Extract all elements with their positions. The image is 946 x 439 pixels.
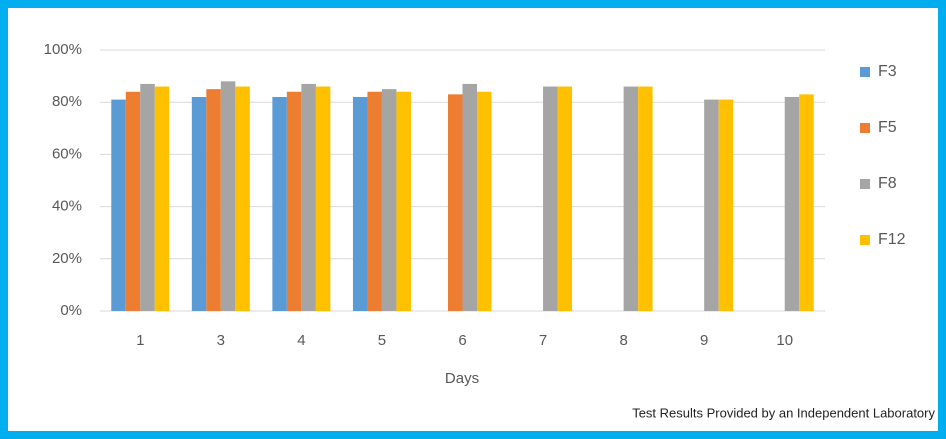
- x-axis-label: Days: [445, 370, 479, 387]
- bar: [206, 89, 221, 312]
- bar: [543, 86, 558, 311]
- x-tick-label: 9: [700, 332, 708, 349]
- x-tick-label: 7: [539, 332, 547, 349]
- x-tick-label: 3: [217, 332, 225, 349]
- x-tick-label: 1: [136, 332, 144, 349]
- legend-label: F8: [878, 175, 897, 192]
- legend-swatch: [860, 179, 870, 189]
- y-tick-label: 100%: [44, 41, 82, 58]
- bar: [191, 96, 207, 311]
- bar: [396, 91, 411, 311]
- bar: [111, 99, 126, 311]
- x-tick-label: 6: [458, 332, 466, 349]
- bar: [448, 94, 463, 312]
- bar: [638, 86, 653, 311]
- bar: [381, 89, 397, 312]
- bar: [301, 83, 316, 312]
- y-tick-label: 20%: [52, 250, 82, 267]
- y-tick-label: 80%: [52, 93, 82, 110]
- bar: [623, 86, 639, 311]
- bar: [272, 96, 287, 311]
- x-tick-label: 8: [619, 332, 627, 349]
- bar: [477, 91, 492, 311]
- legend-label: F5: [878, 119, 897, 136]
- legend-swatch: [860, 123, 870, 133]
- x-tick-label: 10: [776, 332, 793, 349]
- bar: [784, 96, 800, 311]
- x-tick-label: 5: [378, 332, 386, 349]
- bar: [315, 86, 331, 311]
- bar: [220, 81, 236, 311]
- bar: [235, 86, 250, 311]
- legend-swatch: [860, 67, 870, 77]
- bar: [125, 91, 141, 311]
- legend-swatch: [860, 235, 870, 245]
- bar: [140, 83, 155, 312]
- bar: [799, 94, 814, 312]
- annotation: Test Results Provided by an Independent …: [632, 405, 935, 420]
- y-tick-label: 40%: [52, 198, 82, 215]
- legend-label: F12: [878, 231, 906, 248]
- bar: [557, 86, 573, 311]
- legend-label: F3: [878, 63, 897, 80]
- bar: [462, 83, 477, 312]
- x-tick-label: 4: [297, 332, 305, 349]
- y-tick-label: 60%: [52, 145, 82, 162]
- bar: [718, 99, 734, 311]
- bar: [367, 91, 382, 311]
- bar: [352, 96, 368, 311]
- bar: [154, 86, 170, 311]
- bar: [286, 91, 302, 311]
- bar: [704, 99, 719, 311]
- y-tick-label: 0%: [60, 302, 82, 319]
